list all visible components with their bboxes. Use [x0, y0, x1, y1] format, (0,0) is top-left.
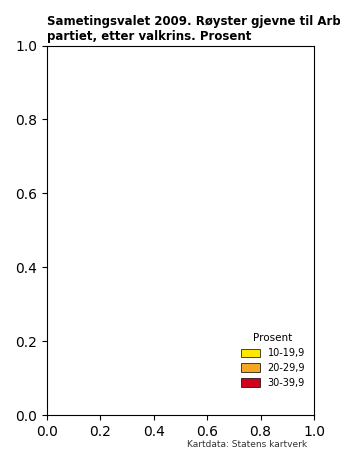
- Text: Kartdata: Statens kartverk: Kartdata: Statens kartverk: [187, 440, 307, 449]
- Text: Sametingsvalet 2009. Røyster gjevne til Arbeidar-
partiet, etter valkrins. Prose: Sametingsvalet 2009. Røyster gjevne til …: [47, 15, 340, 43]
- Legend: 10-19,9, 20-29,9, 30-39,9: 10-19,9, 20-29,9, 30-39,9: [237, 329, 309, 392]
